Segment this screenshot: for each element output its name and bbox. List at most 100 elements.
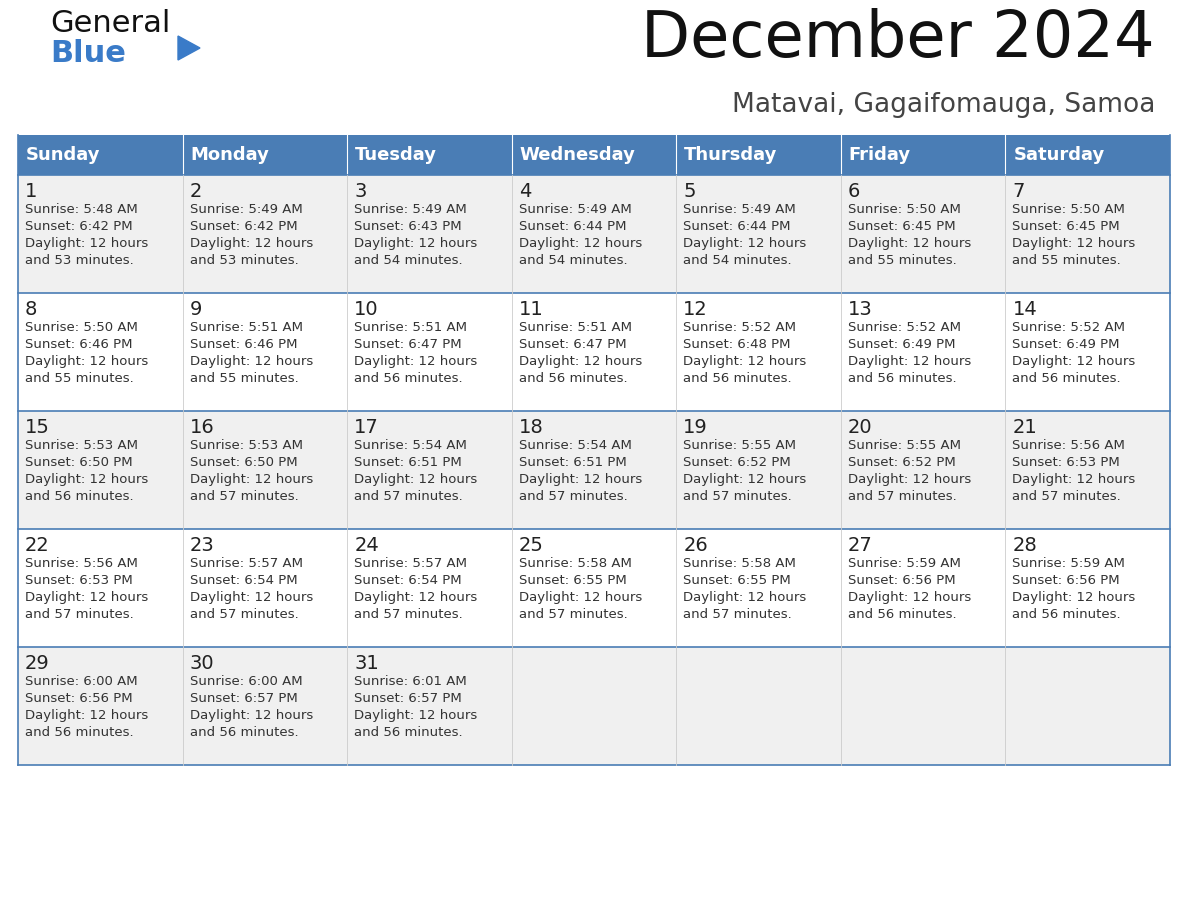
Text: 8: 8 <box>25 300 37 319</box>
Text: and 54 minutes.: and 54 minutes. <box>354 254 463 267</box>
Text: Sunset: 6:55 PM: Sunset: 6:55 PM <box>519 574 626 587</box>
Text: 12: 12 <box>683 300 708 319</box>
Text: Daylight: 12 hours: Daylight: 12 hours <box>519 355 642 368</box>
Text: Sunrise: 5:57 AM: Sunrise: 5:57 AM <box>190 557 303 570</box>
Text: 26: 26 <box>683 536 708 555</box>
Text: and 54 minutes.: and 54 minutes. <box>519 254 627 267</box>
Text: Sunrise: 5:49 AM: Sunrise: 5:49 AM <box>519 203 632 216</box>
Text: Sunrise: 5:50 AM: Sunrise: 5:50 AM <box>1012 203 1125 216</box>
Text: Sunrise: 5:58 AM: Sunrise: 5:58 AM <box>683 557 796 570</box>
Text: Sunset: 6:47 PM: Sunset: 6:47 PM <box>354 338 462 351</box>
Text: Sunset: 6:42 PM: Sunset: 6:42 PM <box>25 220 133 233</box>
Text: Daylight: 12 hours: Daylight: 12 hours <box>190 709 312 722</box>
Text: and 56 minutes.: and 56 minutes. <box>519 372 627 385</box>
Text: 25: 25 <box>519 536 544 555</box>
Text: Daylight: 12 hours: Daylight: 12 hours <box>519 591 642 604</box>
Text: Daylight: 12 hours: Daylight: 12 hours <box>519 237 642 250</box>
Text: Sunrise: 6:00 AM: Sunrise: 6:00 AM <box>25 675 138 688</box>
Text: and 55 minutes.: and 55 minutes. <box>848 254 956 267</box>
Text: Sunrise: 5:53 AM: Sunrise: 5:53 AM <box>25 439 138 452</box>
Text: Sunset: 6:50 PM: Sunset: 6:50 PM <box>25 456 133 469</box>
Text: and 56 minutes.: and 56 minutes. <box>1012 372 1121 385</box>
Text: and 57 minutes.: and 57 minutes. <box>519 490 627 503</box>
Text: Sunset: 6:46 PM: Sunset: 6:46 PM <box>190 338 297 351</box>
Text: Sunset: 6:44 PM: Sunset: 6:44 PM <box>683 220 791 233</box>
Text: and 53 minutes.: and 53 minutes. <box>25 254 134 267</box>
Text: and 56 minutes.: and 56 minutes. <box>190 726 298 739</box>
Text: Daylight: 12 hours: Daylight: 12 hours <box>354 237 478 250</box>
Text: Sunrise: 5:48 AM: Sunrise: 5:48 AM <box>25 203 138 216</box>
Text: Daylight: 12 hours: Daylight: 12 hours <box>190 237 312 250</box>
Text: Sunrise: 5:56 AM: Sunrise: 5:56 AM <box>25 557 138 570</box>
Text: and 57 minutes.: and 57 minutes. <box>354 490 463 503</box>
Text: Sunrise: 6:00 AM: Sunrise: 6:00 AM <box>190 675 302 688</box>
Text: General: General <box>50 9 170 38</box>
Text: Daylight: 12 hours: Daylight: 12 hours <box>354 473 478 486</box>
Text: and 57 minutes.: and 57 minutes. <box>848 490 956 503</box>
Text: Sunset: 6:52 PM: Sunset: 6:52 PM <box>683 456 791 469</box>
Text: 16: 16 <box>190 418 214 437</box>
Text: Sunrise: 5:54 AM: Sunrise: 5:54 AM <box>354 439 467 452</box>
Polygon shape <box>178 36 200 60</box>
Text: Sunset: 6:44 PM: Sunset: 6:44 PM <box>519 220 626 233</box>
Text: Sunrise: 5:53 AM: Sunrise: 5:53 AM <box>190 439 303 452</box>
Text: Sunrise: 5:50 AM: Sunrise: 5:50 AM <box>848 203 961 216</box>
Text: Monday: Monday <box>190 146 270 164</box>
Text: Matavai, Gagaifomauga, Samoa: Matavai, Gagaifomauga, Samoa <box>732 92 1155 118</box>
Text: Sunrise: 5:59 AM: Sunrise: 5:59 AM <box>1012 557 1125 570</box>
Text: and 55 minutes.: and 55 minutes. <box>25 372 134 385</box>
Text: Daylight: 12 hours: Daylight: 12 hours <box>25 709 148 722</box>
Bar <box>347 135 512 175</box>
Text: 20: 20 <box>848 418 872 437</box>
Text: and 56 minutes.: and 56 minutes. <box>25 490 133 503</box>
Text: Sunrise: 6:01 AM: Sunrise: 6:01 AM <box>354 675 467 688</box>
Text: Sunset: 6:49 PM: Sunset: 6:49 PM <box>848 338 955 351</box>
Text: and 57 minutes.: and 57 minutes. <box>25 608 134 621</box>
Text: Sunset: 6:47 PM: Sunset: 6:47 PM <box>519 338 626 351</box>
Bar <box>676 135 841 175</box>
Text: 5: 5 <box>683 182 696 201</box>
Text: and 57 minutes.: and 57 minutes. <box>519 608 627 621</box>
Text: Daylight: 12 hours: Daylight: 12 hours <box>848 355 971 368</box>
Text: 10: 10 <box>354 300 379 319</box>
Text: Daylight: 12 hours: Daylight: 12 hours <box>683 591 807 604</box>
Text: Sunset: 6:56 PM: Sunset: 6:56 PM <box>1012 574 1120 587</box>
Text: Sunrise: 5:58 AM: Sunrise: 5:58 AM <box>519 557 632 570</box>
Text: 6: 6 <box>848 182 860 201</box>
Text: 19: 19 <box>683 418 708 437</box>
Bar <box>512 135 676 175</box>
Text: 30: 30 <box>190 654 214 673</box>
Text: Sunrise: 5:49 AM: Sunrise: 5:49 AM <box>354 203 467 216</box>
Text: and 56 minutes.: and 56 minutes. <box>354 372 463 385</box>
Text: Sunset: 6:46 PM: Sunset: 6:46 PM <box>25 338 133 351</box>
Text: and 57 minutes.: and 57 minutes. <box>683 490 792 503</box>
Text: and 56 minutes.: and 56 minutes. <box>848 608 956 621</box>
Text: and 57 minutes.: and 57 minutes. <box>1012 490 1121 503</box>
Text: Blue: Blue <box>50 39 126 68</box>
Text: Sunset: 6:43 PM: Sunset: 6:43 PM <box>354 220 462 233</box>
Text: Sunset: 6:52 PM: Sunset: 6:52 PM <box>848 456 955 469</box>
Bar <box>18 529 1170 647</box>
Text: 9: 9 <box>190 300 202 319</box>
Text: Sunset: 6:48 PM: Sunset: 6:48 PM <box>683 338 791 351</box>
Text: 18: 18 <box>519 418 543 437</box>
Text: Sunset: 6:55 PM: Sunset: 6:55 PM <box>683 574 791 587</box>
Text: Sunset: 6:57 PM: Sunset: 6:57 PM <box>354 692 462 705</box>
Bar <box>18 647 1170 765</box>
Text: Sunset: 6:54 PM: Sunset: 6:54 PM <box>354 574 462 587</box>
Text: 17: 17 <box>354 418 379 437</box>
Text: Sunset: 6:51 PM: Sunset: 6:51 PM <box>519 456 626 469</box>
Text: Friday: Friday <box>849 146 911 164</box>
Text: Daylight: 12 hours: Daylight: 12 hours <box>190 473 312 486</box>
Text: and 56 minutes.: and 56 minutes. <box>683 372 792 385</box>
Text: Thursday: Thursday <box>684 146 778 164</box>
Text: and 54 minutes.: and 54 minutes. <box>683 254 792 267</box>
Text: Sunset: 6:50 PM: Sunset: 6:50 PM <box>190 456 297 469</box>
Text: 1: 1 <box>25 182 37 201</box>
Text: and 56 minutes.: and 56 minutes. <box>354 726 463 739</box>
Text: 7: 7 <box>1012 182 1025 201</box>
Text: 24: 24 <box>354 536 379 555</box>
Bar <box>841 135 1005 175</box>
Bar <box>183 135 347 175</box>
Text: Daylight: 12 hours: Daylight: 12 hours <box>354 355 478 368</box>
